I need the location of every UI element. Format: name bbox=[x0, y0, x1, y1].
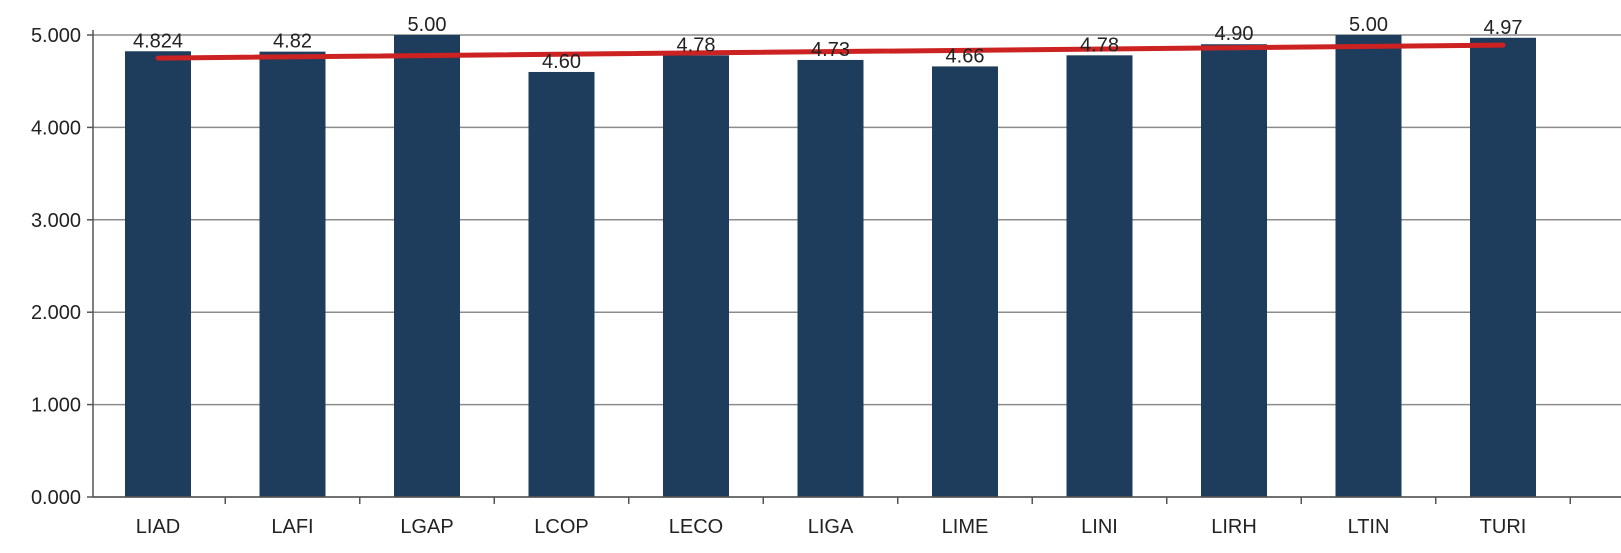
trendline bbox=[155, 42, 1506, 61]
data-labels: 4.824 4.82 5.00 4.60 4.78 4.73 4.66 4.78 4.90 5.0… bbox=[133, 14, 1523, 73]
data-label: 4.90 bbox=[1215, 23, 1254, 45]
x-category-label: LAFI bbox=[271, 516, 313, 538]
data-label: 4.824 bbox=[133, 30, 183, 52]
bar-liad bbox=[125, 51, 191, 498]
bars bbox=[125, 35, 1536, 498]
bar-lcop bbox=[528, 71, 595, 498]
y-tick-label: 2.000 bbox=[31, 302, 81, 324]
bar-liga bbox=[797, 59, 864, 497]
x-category-label: LGAP bbox=[400, 516, 453, 538]
x-category-label: LIAD bbox=[136, 516, 180, 538]
y-tick-label: 1.000 bbox=[31, 395, 81, 417]
bar-lirh bbox=[1201, 44, 1267, 498]
bar-turi bbox=[1470, 37, 1536, 497]
y-tick-label: 4.000 bbox=[31, 117, 81, 139]
x-category-label: LCOP bbox=[534, 516, 588, 538]
bar-ltin bbox=[1335, 35, 1402, 497]
data-label: 5.00 bbox=[1349, 14, 1388, 36]
x-category-label: LIME bbox=[942, 516, 989, 538]
data-label: 4.66 bbox=[946, 45, 985, 67]
x-axis-categories: LIAD LAFI LGAP LCOP LECO LIGA LIME LINI LIRH LTIN… bbox=[136, 516, 1527, 538]
y-tick-label: 0.000 bbox=[31, 487, 81, 509]
bar-lgap bbox=[394, 35, 460, 497]
trendline-group bbox=[155, 42, 1506, 61]
data-label: 4.78 bbox=[1080, 34, 1119, 56]
data-label: 4.97 bbox=[1484, 17, 1523, 39]
x-category-label: TURI bbox=[1480, 516, 1527, 538]
data-label: 4.60 bbox=[542, 51, 581, 73]
data-label: 4.73 bbox=[811, 39, 850, 61]
x-category-label: LTIN bbox=[1348, 516, 1390, 538]
y-axis-ticks: 0.000 1.000 2.000 3.000 4.000 5.000 bbox=[31, 25, 93, 509]
bar-leco bbox=[663, 55, 729, 497]
data-label: 4.78 bbox=[677, 34, 716, 56]
x-category-label: LIGA bbox=[808, 516, 854, 538]
data-label: 4.82 bbox=[273, 31, 312, 53]
x-category-label: LIRH bbox=[1211, 516, 1257, 538]
bar-lafi bbox=[259, 51, 326, 498]
y-tick-label: 5.000 bbox=[31, 25, 81, 47]
x-category-label: LINI bbox=[1081, 516, 1118, 538]
bar-lini bbox=[1066, 55, 1133, 497]
x-category-label: LECO bbox=[669, 516, 723, 538]
y-tick-label: 3.000 bbox=[31, 210, 81, 232]
bar-lime bbox=[932, 66, 998, 497]
axes bbox=[92, 30, 1621, 504]
data-label: 5.00 bbox=[408, 14, 447, 36]
